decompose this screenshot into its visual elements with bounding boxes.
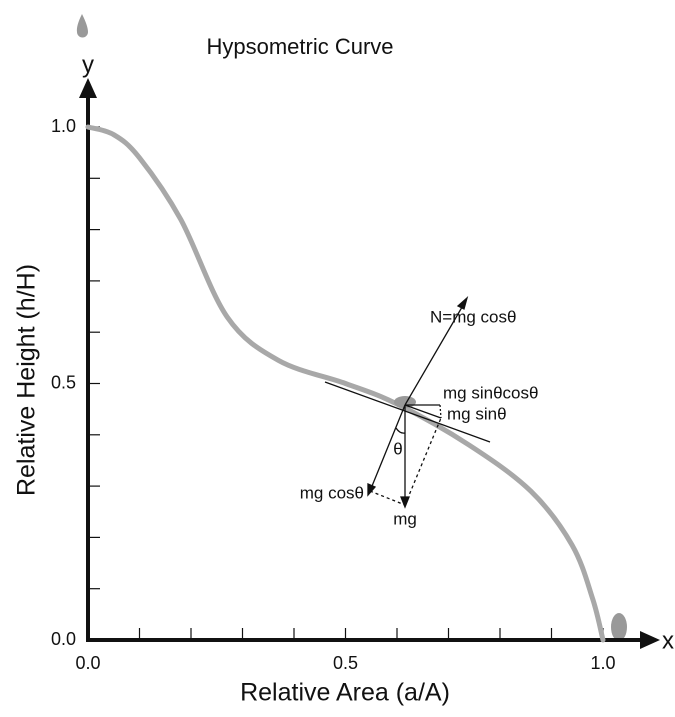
droplet-icon bbox=[611, 613, 627, 641]
x-axis-name: x bbox=[662, 627, 674, 654]
tangent-line bbox=[324, 381, 491, 443]
arrow-head bbox=[367, 483, 377, 497]
x-tick-label: 1.0 bbox=[590, 653, 615, 673]
annotation: mg cosθ bbox=[300, 483, 364, 502]
annotation: θ bbox=[393, 439, 402, 458]
hypsometric-curve bbox=[85, 124, 606, 643]
annotation: mg sinθcosθ bbox=[443, 383, 538, 402]
x-axis-label: Relative Area (a/A) bbox=[240, 679, 450, 707]
sin-arrow bbox=[404, 404, 442, 419]
y-tick-label: 0.5 bbox=[51, 372, 76, 392]
dashed-line bbox=[369, 490, 406, 506]
annotation: mg sinθ bbox=[447, 404, 507, 423]
y-tick-label: 0.0 bbox=[51, 629, 76, 649]
dashed-line bbox=[439, 404, 442, 419]
force-diagram bbox=[324, 296, 491, 509]
y-axis-name: y bbox=[82, 51, 94, 78]
cos-arrow bbox=[369, 404, 406, 492]
x-tick-label: 0.0 bbox=[75, 653, 100, 673]
x-arrow bbox=[640, 631, 660, 649]
dashed-line bbox=[404, 417, 442, 506]
angle-arc bbox=[395, 427, 406, 434]
annotation: N=mg cosθ bbox=[430, 307, 516, 326]
y-tick-label: 1.0 bbox=[51, 116, 76, 136]
y-arrow bbox=[79, 78, 97, 98]
chart-title: Hypsometric Curve bbox=[206, 34, 393, 59]
droplet-icon bbox=[76, 14, 88, 38]
y-axis-label: Relative Height (h/H) bbox=[13, 264, 41, 496]
arrow-head bbox=[400, 496, 410, 509]
x-tick-label: 0.5 bbox=[333, 653, 358, 673]
plot-area: 0.0 0.5 1.0 0.0 0.5 1.0 bbox=[51, 116, 616, 673]
arrow-head bbox=[456, 296, 469, 310]
normal-arrow bbox=[404, 301, 466, 406]
annotation: mg bbox=[393, 509, 417, 528]
